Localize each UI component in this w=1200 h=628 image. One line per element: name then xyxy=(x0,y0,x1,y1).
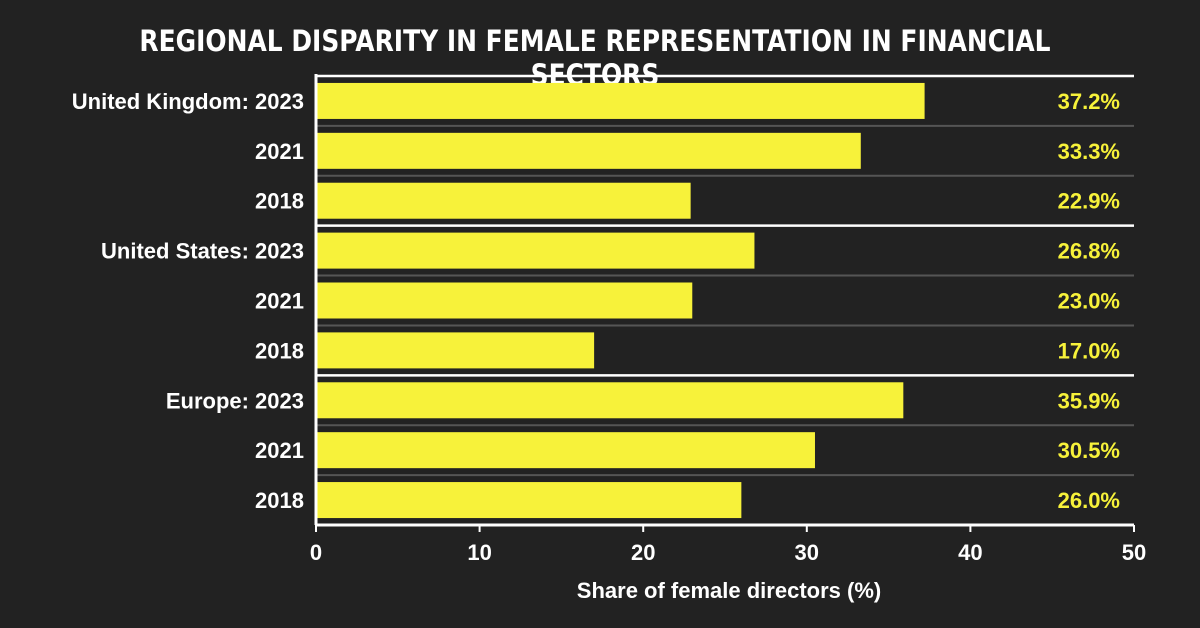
bar xyxy=(316,132,861,169)
bar xyxy=(316,432,815,469)
category-label: United States: 2023 xyxy=(101,239,304,264)
bar xyxy=(316,232,755,269)
category-label: 2018 xyxy=(255,488,304,513)
category-label: 2021 xyxy=(255,139,304,164)
bar xyxy=(316,282,693,319)
bar xyxy=(316,332,595,369)
value-label: 22.9% xyxy=(1058,189,1120,214)
x-tick-label: 50 xyxy=(1122,540,1146,565)
category-label: 2018 xyxy=(255,189,304,214)
x-tick-label: 0 xyxy=(310,540,322,565)
bar xyxy=(316,382,904,419)
category-label: Europe: 2023 xyxy=(166,388,304,413)
x-tick-label: 20 xyxy=(631,540,655,565)
x-tick-label: 40 xyxy=(958,540,982,565)
value-label: 26.0% xyxy=(1058,488,1120,513)
bar xyxy=(316,182,691,219)
category-label: 2021 xyxy=(255,289,304,314)
value-label: 37.2% xyxy=(1058,89,1120,114)
category-label: United Kingdom: 2023 xyxy=(72,89,304,114)
x-tick-label: 10 xyxy=(467,540,491,565)
value-label: 26.8% xyxy=(1058,239,1120,264)
category-label: 2018 xyxy=(255,338,304,363)
value-label: 17.0% xyxy=(1058,338,1120,363)
bar xyxy=(316,82,925,119)
x-axis-title: Share of female directors (%) xyxy=(577,578,881,603)
category-label: 2021 xyxy=(255,438,304,463)
x-tick-label: 30 xyxy=(795,540,819,565)
value-label: 33.3% xyxy=(1058,139,1120,164)
value-label: 30.5% xyxy=(1058,438,1120,463)
bar xyxy=(316,482,742,519)
value-label: 23.0% xyxy=(1058,289,1120,314)
value-label: 35.9% xyxy=(1058,388,1120,413)
